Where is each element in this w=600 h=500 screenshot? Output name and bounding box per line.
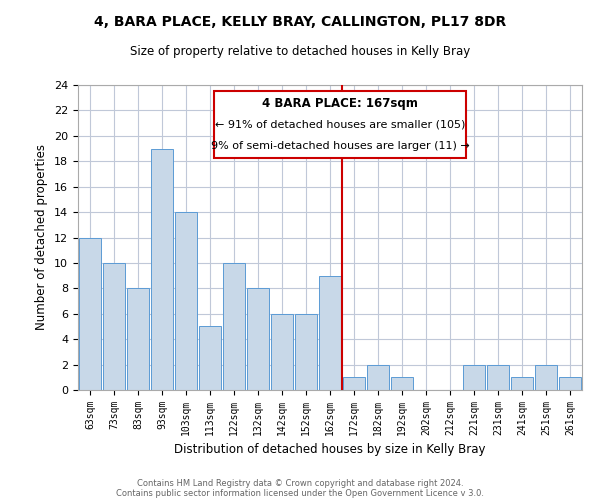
Bar [127,288,149,390]
Y-axis label: Number of detached properties: Number of detached properties [35,144,49,330]
Bar [79,238,101,390]
Text: 9% of semi-detached houses are larger (11) →: 9% of semi-detached houses are larger (1… [211,141,469,151]
Bar [175,212,197,390]
Text: 4, BARA PLACE, KELLY BRAY, CALLINGTON, PL17 8DR: 4, BARA PLACE, KELLY BRAY, CALLINGTON, P… [94,15,506,29]
Bar [103,263,125,390]
Bar [199,326,221,390]
Bar [151,148,173,390]
Bar [247,288,269,390]
Bar [295,314,317,390]
Bar [223,263,245,390]
Text: 4 BARA PLACE: 167sqm: 4 BARA PLACE: 167sqm [262,96,418,110]
Text: ← 91% of detached houses are smaller (105): ← 91% of detached houses are smaller (10… [215,120,465,130]
Bar [343,378,365,390]
Bar [319,276,341,390]
Text: Contains public sector information licensed under the Open Government Licence v : Contains public sector information licen… [116,488,484,498]
Bar [535,364,557,390]
Text: Contains HM Land Registry data © Crown copyright and database right 2024.: Contains HM Land Registry data © Crown c… [137,478,463,488]
Bar [487,364,509,390]
Bar [367,364,389,390]
Bar [391,378,413,390]
Text: Size of property relative to detached houses in Kelly Bray: Size of property relative to detached ho… [130,45,470,58]
Bar [463,364,485,390]
FancyBboxPatch shape [214,91,466,158]
Bar [511,378,533,390]
Bar [559,378,581,390]
Bar [271,314,293,390]
X-axis label: Distribution of detached houses by size in Kelly Bray: Distribution of detached houses by size … [174,444,486,456]
